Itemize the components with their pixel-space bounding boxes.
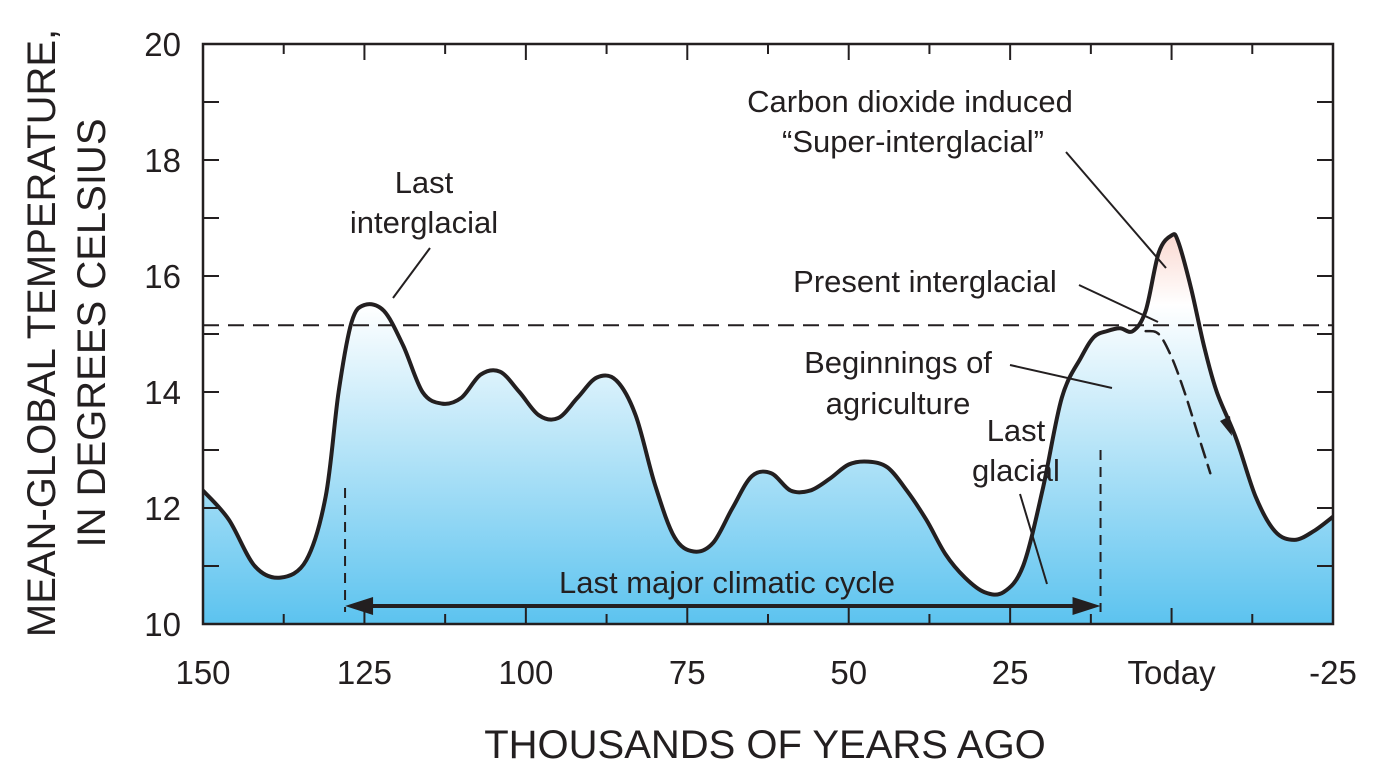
annotation-present-interglacial: Present interglacial (793, 264, 1057, 299)
cycle-arrowhead-right (1072, 597, 1101, 615)
temperature-curve (203, 232, 1333, 597)
leader-last-glacial (1019, 493, 1048, 585)
annotation-co2-line1: Carbon dioxide induced (747, 84, 1073, 119)
y-tick-label: 18 (144, 142, 181, 179)
annotation-last-interglacial-line1: Last (395, 165, 454, 200)
annotation-last-glacial-line1: Last (987, 413, 1046, 448)
x-tick-label: Today (1128, 654, 1217, 691)
y-axis-title-line1: MEAN-GLOBAL TEMPERATURE, (20, 29, 64, 637)
annotation-agriculture-line1: Beginnings of (804, 345, 992, 380)
x-tick-label: -25 (1309, 654, 1357, 691)
x-tick-label: 25 (992, 654, 1029, 691)
annotation-agriculture-line2: agriculture (826, 386, 971, 421)
projection-curve (1144, 329, 1212, 475)
x-tick-label: 125 (337, 654, 392, 691)
x-tick-label: 50 (830, 654, 867, 691)
annotation-last-interglacial-line2: interglacial (350, 205, 498, 240)
leader-last-interglacial (392, 247, 431, 299)
leader-present-interglacial (1078, 284, 1159, 323)
curve-above-white-fill (203, 44, 1333, 595)
x-tick-label: 100 (498, 654, 553, 691)
cycle-arrowhead-left (345, 597, 374, 615)
annotation-last-glacial-line2: glacial (972, 453, 1060, 488)
y-tick-label: 10 (144, 606, 181, 643)
y-tick-label: 14 (144, 374, 181, 411)
x-tick-label: 75 (669, 654, 706, 691)
axis-ticks: 10 12 14 16 18 20 150 125 100 75 50 25 Today -25 (144, 26, 1357, 691)
y-axis-title-line2: IN DEGREES CELSIUS (70, 118, 114, 547)
leader-co2 (1065, 151, 1167, 269)
leader-agriculture (1009, 364, 1113, 389)
projection-arrowhead (1220, 416, 1232, 436)
annotation-last-major-cycle: Last major climatic cycle (559, 565, 895, 600)
x-tick-label: 150 (175, 654, 230, 691)
y-tick-label: 16 (144, 258, 181, 295)
x-axis-title: THOUSANDS OF YEARS AGO (484, 723, 1046, 767)
annotation-co2-line2: “Super-interglacial” (782, 124, 1044, 159)
y-tick-label: 12 (144, 490, 181, 527)
y-tick-label: 20 (144, 26, 181, 63)
